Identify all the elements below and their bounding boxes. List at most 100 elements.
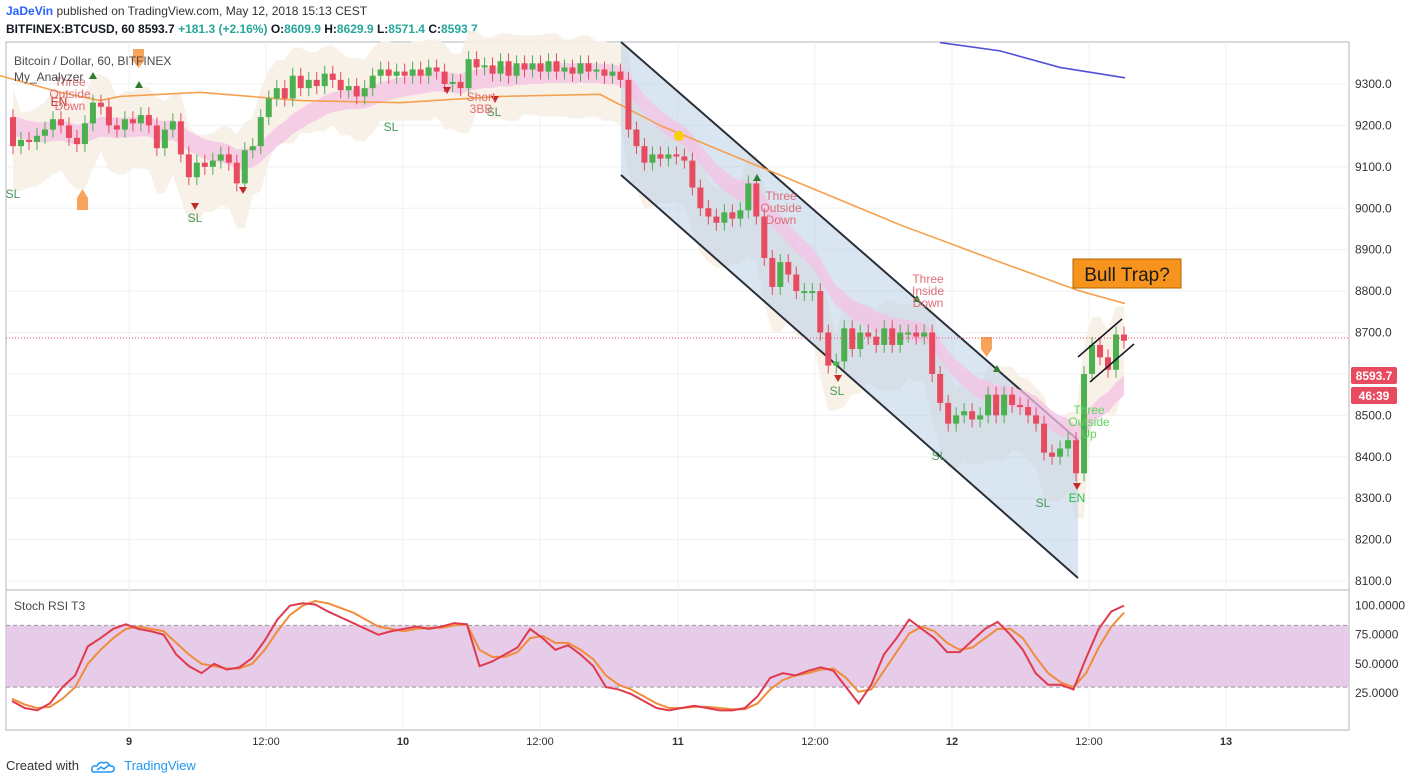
candle-body <box>729 212 736 219</box>
candle-body <box>1025 407 1032 416</box>
en-label: EN <box>51 95 68 109</box>
time-tick-label: 12:00 <box>1075 736 1103 748</box>
candle-body <box>785 262 792 275</box>
price-tick-label: 9000.0 <box>1355 201 1392 215</box>
fast-ma-line <box>939 41 1126 79</box>
tradingview-brand[interactable]: TradingView <box>124 758 196 773</box>
candle-body <box>521 63 528 70</box>
signal-up-marker <box>753 174 761 181</box>
candle-body <box>1057 448 1064 457</box>
candle-body <box>505 61 512 76</box>
time-tick-label: 13 <box>1220 736 1232 748</box>
candle-body <box>993 394 1000 416</box>
candle-body <box>961 411 968 416</box>
candle-body <box>273 88 280 99</box>
candle-body <box>345 86 352 91</box>
candle-body <box>161 129 168 149</box>
candle-body <box>169 121 176 130</box>
candle-body <box>753 183 760 217</box>
publish-line: JaDeVin published on TradingView.com, Ma… <box>6 4 367 18</box>
candle-body <box>377 69 384 76</box>
signal-down-marker <box>443 87 451 94</box>
candle-body <box>913 332 920 337</box>
candle-body <box>393 71 400 76</box>
candle-body <box>513 63 520 76</box>
candle-body <box>1001 394 1008 416</box>
candle-body <box>1009 394 1016 405</box>
candle-body <box>177 121 184 155</box>
price-change: +181.3 (+2.16%) <box>178 22 268 36</box>
pattern-label: Outside <box>49 87 91 101</box>
candle-body <box>105 106 112 126</box>
signal-down-marker <box>834 375 842 382</box>
bull-trap-callout: Bull Trap? <box>1084 265 1170 286</box>
stoch-rsi <box>6 599 1349 712</box>
candle-body <box>65 125 72 138</box>
time-tick-label: 12:00 <box>252 736 280 748</box>
candle-body <box>937 373 944 403</box>
candle-body <box>497 61 504 74</box>
candle-body <box>281 88 288 99</box>
candle-body <box>361 88 368 97</box>
time-axis[interactable]: 9 12:00 10 12:00 11 12:00 12 12:00 13 <box>126 736 1232 748</box>
candle-body <box>713 216 720 223</box>
candle-body <box>473 59 480 68</box>
signal-up-marker <box>135 81 143 88</box>
candle-body <box>425 67 432 76</box>
candle-body <box>465 59 472 89</box>
candle-body <box>745 183 752 211</box>
candle-body <box>545 61 552 72</box>
candle-body <box>457 81 464 89</box>
low-label: L: <box>376 22 389 36</box>
price-tick-label: 8800.0 <box>1355 284 1392 298</box>
candle-body <box>865 332 872 337</box>
tradingview-cloud-icon <box>90 761 115 773</box>
candle-body <box>233 162 240 184</box>
stoch-tick-label: 25.0000 <box>1355 686 1399 700</box>
candle-body <box>921 332 928 337</box>
candle-body <box>721 212 728 223</box>
candle-body <box>201 162 208 167</box>
candle-body <box>89 102 96 124</box>
candle-body <box>121 119 128 130</box>
candle-body <box>809 291 816 294</box>
candle-body <box>265 98 272 118</box>
bull-trap-callout-bg <box>1072 258 1182 289</box>
signal-up-marker <box>913 295 921 302</box>
author-name[interactable]: JaDeVin <box>6 4 54 18</box>
pattern-label: Three <box>912 272 944 286</box>
candle-body <box>569 67 576 74</box>
moving-averages <box>0 41 1126 305</box>
candle-body <box>1089 344 1096 374</box>
ohlc-line: BITFINEX:BTCUSD, 60 8593.7 +181.3 (+2.16… <box>6 22 478 36</box>
candle-body <box>369 75 376 89</box>
candle-body <box>769 257 776 287</box>
price-tick-label: 8300.0 <box>1355 491 1392 505</box>
candle-body <box>401 71 408 76</box>
candle-body <box>889 328 896 345</box>
candle-body <box>529 63 536 70</box>
candle-body <box>857 332 864 350</box>
pattern-label: Outside <box>760 201 802 215</box>
candle-body <box>481 65 488 68</box>
candle-body <box>881 328 888 345</box>
candle-body <box>321 73 328 87</box>
candle-body <box>185 154 192 178</box>
signal-down-marker <box>239 187 247 194</box>
yellow-dot-marker <box>674 131 684 141</box>
candle-body <box>329 73 336 80</box>
candle-body <box>1105 357 1112 370</box>
channel-lower-line <box>620 174 1079 579</box>
candle-body <box>737 210 744 219</box>
candle-body <box>297 75 304 89</box>
open-value: 8609.9 <box>284 22 321 36</box>
candle-body <box>609 71 616 76</box>
pattern-label: Inside <box>912 284 944 298</box>
pattern-label: Up <box>1081 427 1097 441</box>
candle-body <box>817 291 824 333</box>
wedge-lower-line <box>1089 343 1135 383</box>
time-badge-bg <box>1351 387 1397 404</box>
candle-body <box>689 160 696 188</box>
candle-body <box>129 119 136 124</box>
